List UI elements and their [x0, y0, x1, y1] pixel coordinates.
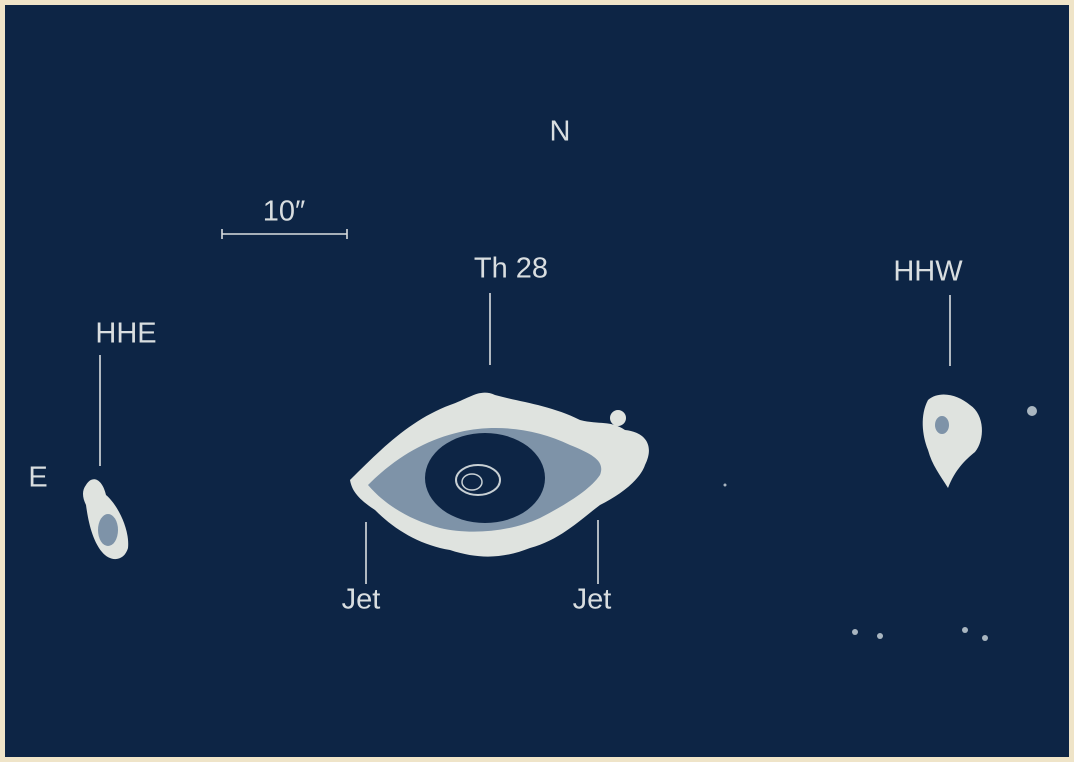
- hhw-knot: [922, 394, 1037, 488]
- north-label: N: [550, 116, 571, 148]
- object-label: HHW: [893, 256, 963, 288]
- object-label: HHE: [95, 318, 156, 350]
- jet-label: Jet: [573, 584, 612, 616]
- scale-bar: [221, 229, 348, 239]
- th28-contours: [350, 392, 649, 557]
- scale-label: 10″: [263, 196, 306, 228]
- hhe-knot: [83, 479, 129, 560]
- sky-background: [5, 5, 1069, 757]
- faint-specks: [723, 483, 988, 641]
- east-label: E: [28, 462, 47, 494]
- object-label: Th 28: [474, 253, 548, 285]
- jet-label: Jet: [342, 584, 381, 616]
